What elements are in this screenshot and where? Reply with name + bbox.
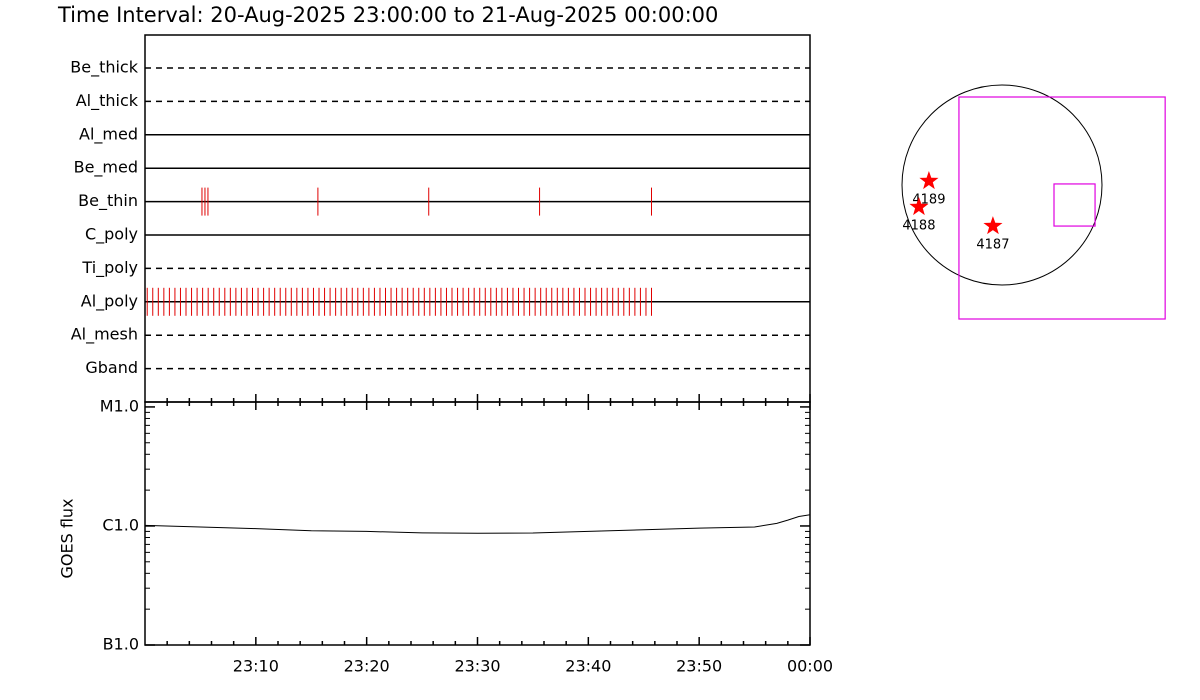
region-label: 4187 xyxy=(976,238,1009,253)
region-star xyxy=(909,197,929,216)
row-label: C_poly xyxy=(85,225,138,245)
row-label: Ti_poly xyxy=(81,258,138,278)
row-label: Be_thin xyxy=(78,191,138,211)
x-tick-label: 00:00 xyxy=(787,657,833,676)
y-tick-label: C1.0 xyxy=(102,515,139,534)
x-tick-label: 23:40 xyxy=(565,657,611,676)
x-tick-label: 23:50 xyxy=(676,657,722,676)
y-tick-label: M1.0 xyxy=(100,396,139,415)
goes-frame xyxy=(144,401,811,646)
row-label: Al_thick xyxy=(76,91,139,111)
fov-box xyxy=(1053,183,1096,227)
chart-title: Time Interval: 20-Aug-2025 23:00:00 to 2… xyxy=(57,3,718,27)
solar-disk xyxy=(901,84,1103,286)
x-tick-label: 23:20 xyxy=(344,657,390,676)
region-star xyxy=(983,216,1003,235)
row-label: Al_mesh xyxy=(71,325,138,345)
timeline-frame xyxy=(144,34,811,403)
y-axis-label: GOES flux xyxy=(58,498,77,578)
row-label: Gband xyxy=(85,358,138,377)
x-tick-label: 23:30 xyxy=(454,657,500,676)
row-label: Be_thick xyxy=(70,58,138,78)
goes-curve xyxy=(144,514,811,534)
fov-box xyxy=(958,96,1166,320)
row-label: Al_poly xyxy=(81,291,138,311)
y-tick-label: B1.0 xyxy=(103,635,139,654)
row-label: Al_med xyxy=(79,124,138,144)
x-tick-label: 23:10 xyxy=(233,657,279,676)
region-star xyxy=(919,171,939,190)
region-label: 4188 xyxy=(902,219,935,234)
row-label: Be_med xyxy=(74,158,138,178)
